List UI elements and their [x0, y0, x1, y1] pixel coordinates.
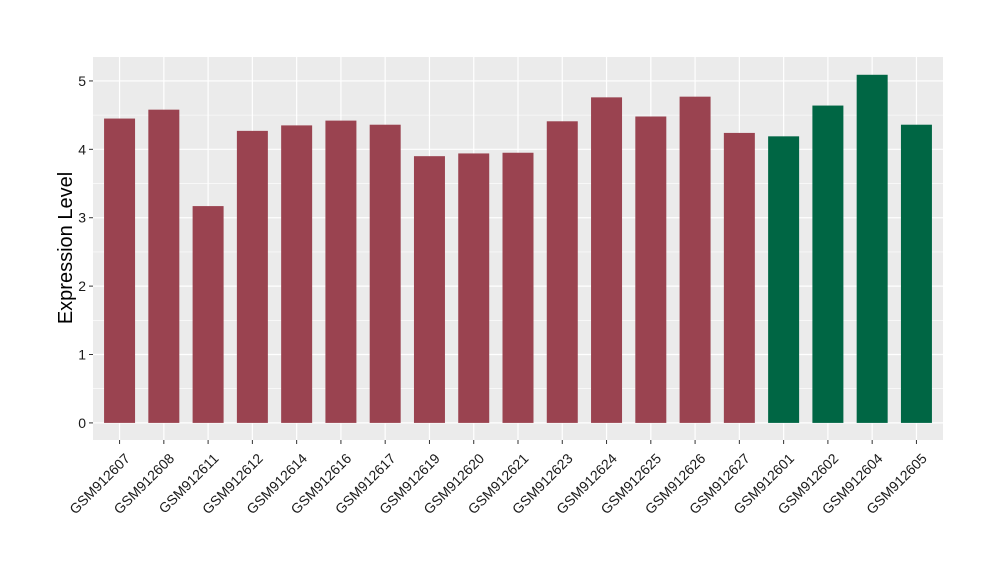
y-tick-label-4: 4 [78, 141, 86, 157]
bar-GSM912626 [679, 96, 711, 423]
bar-GSM912620 [458, 153, 490, 423]
bar-GSM912616 [325, 120, 357, 423]
x-axis-ticks: GSM912607GSM912608GSM912611GSM912612GSM9… [66, 440, 930, 517]
bar-GSM912621 [502, 152, 534, 423]
y-tick-label-0: 0 [78, 415, 86, 431]
bar-GSM912619 [413, 156, 445, 423]
bar-GSM912617 [369, 124, 401, 423]
y-tick-label-2: 2 [78, 278, 86, 294]
bar-GSM912623 [546, 121, 578, 423]
bar-GSM912614 [281, 125, 313, 423]
bar-GSM912627 [723, 132, 755, 423]
bar-GSM912611 [192, 206, 224, 423]
bars [104, 74, 932, 423]
bar-GSM912604 [856, 74, 888, 423]
bar-GSM912605 [900, 124, 932, 423]
y-axis-title: Expression Level [55, 172, 77, 324]
y-axis-ticks: 0 1 2 3 4 5 [78, 73, 93, 431]
y-tick-label-1: 1 [78, 347, 86, 363]
bar-GSM912602 [812, 105, 844, 423]
y-tick-label-5: 5 [78, 73, 86, 89]
bar-GSM912625 [635, 116, 667, 423]
bar-GSM912601 [768, 136, 800, 423]
bar-GSM912612 [236, 130, 268, 423]
bar-GSM912624 [591, 97, 623, 423]
y-tick-label-3: 3 [78, 210, 86, 226]
bar-GSM912607 [104, 118, 136, 423]
bar-GSM912608 [148, 109, 180, 423]
